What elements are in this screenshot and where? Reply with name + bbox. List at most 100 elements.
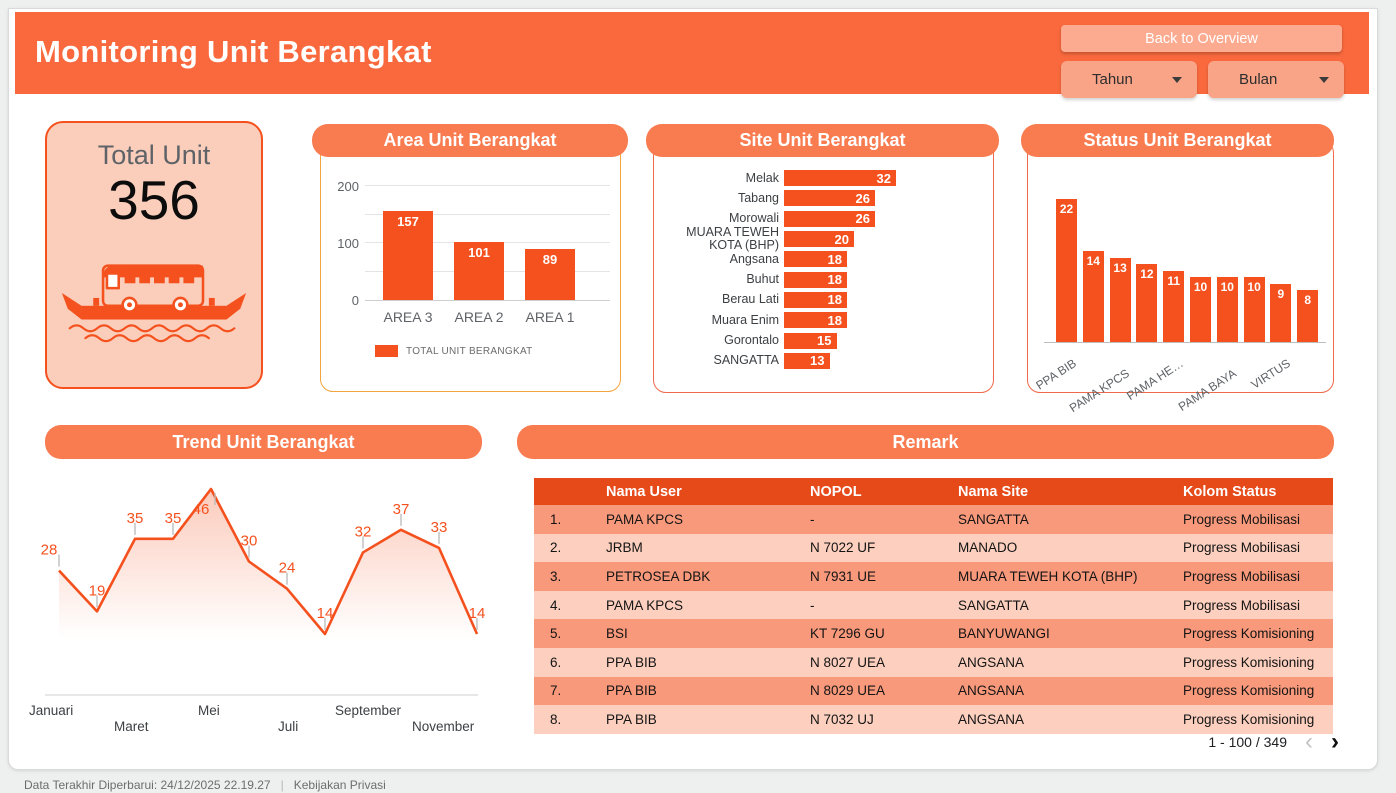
point-value: 24	[279, 560, 296, 577]
year-filter-dropdown[interactable]: Tahun	[1061, 61, 1197, 98]
table-cell: BANYUWANGI	[958, 626, 1050, 642]
bar-value: 18	[827, 292, 842, 308]
bar-value: 32	[876, 170, 891, 186]
table-cell: N 7032 UJ	[810, 711, 874, 727]
table-cell: PPA BIB	[606, 654, 657, 670]
table-cell: 3.	[550, 568, 562, 584]
x-axis-label: Maret	[114, 719, 149, 734]
site-bar-row: Buhut 18	[662, 269, 985, 289]
chevron-left-icon[interactable]: ‹	[1305, 728, 1313, 755]
bar-value: 9	[1277, 286, 1285, 301]
month-filter-dropdown[interactable]: Bulan	[1208, 61, 1344, 98]
point-value: 33	[431, 519, 448, 536]
bar-value: 15	[817, 333, 832, 349]
bar: 18	[784, 271, 847, 288]
table-cell: Progress Komisioning	[1183, 654, 1315, 670]
site-label: SANGATTA	[713, 353, 779, 368]
table-cell: -	[810, 597, 815, 613]
status-bar-chart: 22 14 13 12 11 10 10 10 9 8 PPA BIB PAMA KPCS PAMA H…	[1033, 161, 1328, 415]
bar: 20	[784, 231, 854, 248]
site-label: Tabang	[737, 190, 779, 205]
privacy-policy-link[interactable]: Kebijakan Privasi	[293, 778, 386, 792]
pagination-range: 1 - 100 / 349	[1208, 734, 1287, 750]
bar: 89	[525, 249, 575, 300]
table-cell: Progress Komisioning	[1183, 626, 1315, 642]
chevron-right-icon[interactable]: ›	[1331, 728, 1339, 755]
table-cell: Progress Mobilisasi	[1183, 597, 1301, 613]
column-header: Nama Site	[958, 483, 1029, 500]
table-cell: Progress Mobilisasi	[1183, 540, 1301, 556]
bar-value: 18	[827, 251, 842, 267]
site-bar-row: MUARA TEWEH KOTA (BHP) 20	[662, 226, 985, 252]
column-header: NOPOL	[810, 483, 862, 500]
remark-table-title: Remark	[517, 425, 1334, 459]
bar: 9	[1270, 283, 1292, 342]
total-unit-label: Total Unit	[97, 140, 211, 170]
back-to-overview-button[interactable]: Back to Overview	[1061, 25, 1342, 52]
site-chart-card: Melak 32 Tabang 26 Morowali 26 MUARA TEWEH KOT…	[653, 140, 994, 393]
x-axis-line	[1044, 342, 1326, 343]
total-unit-value: 356	[108, 169, 200, 231]
bar: 13	[784, 352, 830, 369]
bar-value: 18	[827, 272, 842, 288]
bar-value: 10	[1193, 280, 1208, 294]
bar: 32	[784, 170, 896, 187]
table-cell: MUARA TEWEH KOTA (BHP)	[958, 568, 1138, 584]
table-row: 6. PPA BIB N 8027 UEA ANGSANA Progress Komis…	[534, 647, 1333, 677]
footer-divider: |	[280, 778, 284, 792]
bar-value: 10	[1247, 280, 1261, 294]
bar-value: 12	[1140, 267, 1154, 281]
x-axis-label: AREA 2	[454, 309, 504, 325]
table-cell: ANGSANA	[958, 683, 1025, 699]
table-cell: PPA BIB	[606, 711, 657, 727]
table-cell: N 7022 UF	[810, 540, 876, 556]
site-label: Angsana	[729, 251, 779, 266]
trend-line-chart: 28 19 35 35 46 30 24 14 32 37 33 14 Januari Maret Mei…	[25, 461, 495, 745]
bar: 26	[784, 210, 875, 227]
table-cell: ANGSANA	[958, 654, 1025, 670]
bar: 22	[1056, 199, 1077, 342]
site-bar-row: Muara Enim 18	[662, 310, 985, 330]
report-footer: Data Terakhir Diperbarui: 24/12/2025 22.…	[24, 778, 386, 792]
bar-value: 11	[1167, 273, 1181, 288]
trend-chart-title: Trend Unit Berangkat	[45, 425, 482, 459]
table-cell: 2.	[550, 540, 562, 556]
x-axis-label: Januari	[29, 703, 74, 718]
area-bar-chart: 200 100 0 157 AREA 3 101 AREA 2 89 AREA 1	[337, 179, 610, 325]
bar: 10	[1243, 277, 1265, 342]
table-cell: PAMA KPCS	[606, 597, 684, 613]
bar: 12	[1136, 264, 1158, 342]
month-filter-label: Bulan	[1239, 71, 1278, 88]
page-title: Monitoring Unit Berangkat	[35, 34, 432, 69]
table-cell: N 8027 UEA	[810, 654, 886, 670]
x-axis-label: AREA 3	[383, 309, 433, 325]
legend-swatch	[375, 345, 398, 357]
bar: 13	[1109, 257, 1131, 342]
year-filter-label: Tahun	[1092, 71, 1133, 88]
site-bar-row: Gorontalo 15	[662, 330, 985, 350]
site-bar-row: Morowali 26	[662, 209, 985, 229]
gridline	[365, 213, 610, 215]
bar-value: 26	[855, 211, 870, 227]
column-header: Nama User	[606, 483, 682, 500]
bar-value: 89	[542, 252, 558, 268]
bar: 18	[784, 251, 847, 268]
chevron-down-icon	[1172, 76, 1182, 83]
point-value: 14	[469, 605, 486, 622]
column-header: Kolom Status	[1183, 483, 1277, 500]
point-value: 28	[41, 542, 58, 559]
trend-line-svg: 28 19 35 35 46 30 24 14 32 37 33 14	[41, 487, 486, 696]
table-cell: N 8029 UEA	[810, 683, 886, 699]
header-band: Monitoring Unit Berangkat Back to Overvi…	[15, 12, 1369, 98]
x-axis-label: November	[412, 719, 475, 734]
table-cell: PETROSEA DBK	[606, 568, 711, 584]
bar: 18	[784, 291, 847, 308]
table-cell: PPA BIB	[606, 683, 657, 699]
bar-value: 22	[1059, 202, 1074, 216]
table-row: 8. PPA BIB N 7032 UJ ANGSANA Progress Komisi…	[534, 705, 1333, 734]
site-bar-row: Tabang 26	[662, 188, 985, 208]
point-value: 32	[355, 523, 372, 540]
remark-table: Nama User NOPOL Nama Site Kolom Status 1. PAM…	[534, 478, 1333, 734]
table-cell: 8.	[550, 711, 562, 727]
chart-legend: TOTAL UNIT BERANGKAT	[375, 345, 533, 357]
